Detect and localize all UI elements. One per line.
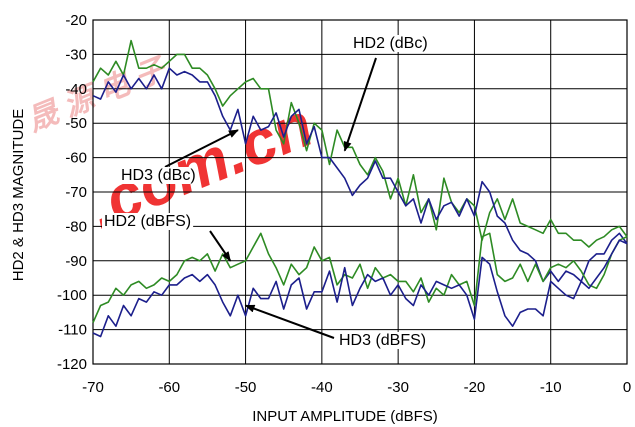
y-tick-label: -20 xyxy=(65,12,87,29)
series-line-2 xyxy=(92,67,628,283)
x-tick-label: -60 xyxy=(158,379,180,396)
x-tick-label: 0 xyxy=(623,379,631,396)
annotation-bg xyxy=(102,213,194,230)
y-axis-label: HD2 & HD3 MAGNITUDE xyxy=(10,109,27,282)
svg-text:晟 源 电 子: 晟 源 电 子 xyxy=(23,52,173,138)
y-tick-label: -60 xyxy=(65,150,87,167)
grid xyxy=(93,20,627,364)
y-tick-label: -80 xyxy=(65,218,87,235)
series-line-3 xyxy=(92,232,628,324)
plot-frame xyxy=(92,19,628,365)
y-tick-label: -30 xyxy=(65,46,87,63)
plot-area-border xyxy=(92,19,628,365)
annotation-arrow xyxy=(343,57,377,152)
annotation-label: HD3 (dBFS) xyxy=(339,332,426,349)
annotation-bg xyxy=(351,35,430,52)
y-tick-label: -90 xyxy=(65,253,87,270)
y-tick-label: -110 xyxy=(58,322,87,339)
y-tick-label: -120 xyxy=(57,356,87,373)
x-tick-label: -40 xyxy=(311,379,333,396)
y-tick-label: -100 xyxy=(57,287,87,304)
tick-labels: -20-30-40-50-60-70-80-90-100-110-120-70-… xyxy=(57,12,631,396)
annotation-label: HD2 (dBFS) xyxy=(104,213,191,230)
x-tick-label: -30 xyxy=(387,379,409,396)
series-line-4 xyxy=(92,239,628,338)
y-tick-label: -70 xyxy=(65,184,87,201)
y-tick-label: -50 xyxy=(65,115,87,132)
annotations: HD2 (dBc) HD3 (dBc) HD2 (dBFS) HD3 (dBFS) xyxy=(102,35,430,349)
x-tick-label: -50 xyxy=(235,379,257,396)
x-axis-label: INPUT AMPLITUDE (dBFS) xyxy=(252,408,438,425)
x-tick-label: -10 xyxy=(540,379,562,396)
annotation-label: HD2 (dBc) xyxy=(353,35,428,52)
series-layer xyxy=(92,39,628,338)
x-tick-label: -20 xyxy=(464,379,486,396)
annotation-arrow xyxy=(244,304,335,339)
annotation-arrow xyxy=(164,129,239,168)
series-line-1 xyxy=(92,39,628,248)
x-tick-label: -70 xyxy=(82,379,104,396)
annotation-arrow xyxy=(209,230,232,262)
annotation-bg xyxy=(119,167,198,184)
annotation-label: HD3 (dBc) xyxy=(121,167,196,184)
annotation-bg xyxy=(337,332,429,349)
y-tick-label: -40 xyxy=(65,81,87,98)
